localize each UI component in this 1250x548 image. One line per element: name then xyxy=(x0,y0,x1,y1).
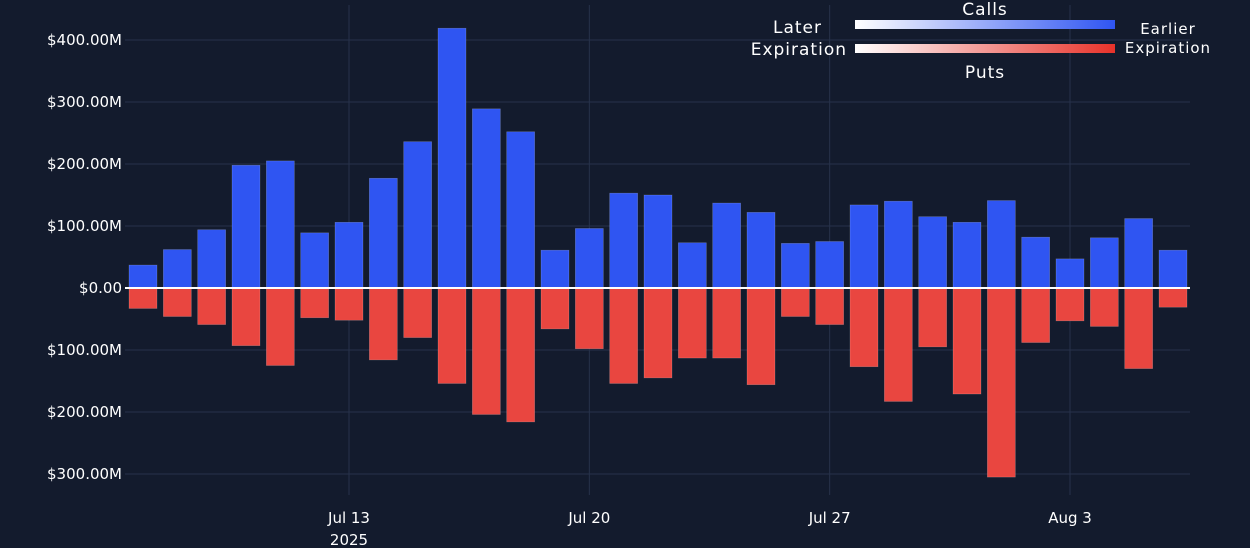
calls-bar xyxy=(1158,249,1188,289)
legend-earlier-label: Earlier xyxy=(1140,20,1196,38)
legend-puts-label: Puts xyxy=(965,63,1005,83)
legend-earlier-expiration-label: Expiration xyxy=(1125,39,1211,57)
y-tick-label: $0.00 xyxy=(79,279,122,297)
calls-bar xyxy=(369,177,398,289)
y-axis: $400.00M $300.00M $200.00M $100.00M $0.00 $10… xyxy=(47,31,122,483)
puts-bar xyxy=(334,287,364,321)
puts-bar xyxy=(1055,287,1085,322)
y-tick-label: $300.00M xyxy=(47,465,122,483)
puts-bar xyxy=(506,287,535,423)
legend-puts-gradient-bar xyxy=(855,44,1115,53)
puts-bar xyxy=(987,287,1016,478)
legend-later-expiration-label: Expiration xyxy=(751,40,847,60)
calls-bar xyxy=(334,221,364,289)
puts-bar xyxy=(918,287,947,348)
legend-calls-label: Calls xyxy=(962,0,1008,20)
puts-bar xyxy=(849,287,879,368)
puts-bar xyxy=(575,287,604,350)
legend-calls-gradient-bar xyxy=(855,20,1115,29)
calls-bar xyxy=(918,216,947,289)
puts-bar xyxy=(884,287,913,402)
calls-bar xyxy=(746,212,776,289)
bars-group xyxy=(128,27,1188,478)
calls-bar xyxy=(987,200,1016,289)
calls-bar xyxy=(884,200,913,289)
y-tick-label: $100.00M xyxy=(47,341,122,359)
puts-bar xyxy=(163,287,192,317)
calls-bar xyxy=(1055,258,1085,289)
y-tick-label: $200.00M xyxy=(47,155,122,173)
calls-bar xyxy=(1124,218,1153,289)
puts-bar xyxy=(197,287,226,325)
calls-bar xyxy=(781,243,810,289)
calls-bar xyxy=(609,192,638,289)
puts-bar xyxy=(643,287,673,379)
x-tick-label: Jul 13 xyxy=(327,509,370,527)
legend: Calls Puts Later Expiration Earlier Expi… xyxy=(751,0,1211,83)
y-tick-label: $300.00M xyxy=(47,93,122,111)
x-axis-year-label: 2025 xyxy=(330,531,368,548)
y-tick-label: $100.00M xyxy=(47,217,122,235)
calls-bar xyxy=(472,108,501,289)
puts-bar xyxy=(815,287,844,325)
puts-bar xyxy=(952,287,982,395)
x-tick-label: Aug 3 xyxy=(1048,509,1092,527)
calls-bar xyxy=(712,202,741,289)
puts-bar xyxy=(540,287,570,330)
x-tick-label: Jul 20 xyxy=(567,509,610,527)
calls-bar xyxy=(128,264,158,289)
puts-bar xyxy=(781,287,810,317)
puts-bar xyxy=(1021,287,1050,343)
calls-bar xyxy=(849,204,879,289)
puts-bar xyxy=(678,287,707,359)
legend-later-label: Later xyxy=(773,18,822,38)
y-tick-label: $200.00M xyxy=(47,403,122,421)
calls-bar xyxy=(952,221,982,289)
calls-bar xyxy=(266,160,295,289)
puts-bar xyxy=(369,287,398,361)
x-axis: 2025 Jul 13 Jul 20 Jul 27 Aug 3 xyxy=(327,509,1092,548)
calls-bar xyxy=(678,242,707,289)
calls-bar xyxy=(403,141,432,289)
calls-bar xyxy=(643,194,673,289)
calls-bar xyxy=(231,164,261,289)
calls-bar xyxy=(300,232,329,289)
calls-bar xyxy=(815,241,844,289)
puts-bar xyxy=(712,287,741,359)
puts-bar xyxy=(437,287,467,384)
puts-bar xyxy=(746,287,776,386)
puts-bar xyxy=(403,287,432,338)
y-tick-label: $400.00M xyxy=(47,31,122,49)
puts-bar xyxy=(472,287,501,415)
puts-bar xyxy=(231,287,261,346)
puts-bar xyxy=(1124,287,1153,369)
calls-bar xyxy=(1090,237,1119,289)
calls-bar xyxy=(1021,236,1050,289)
puts-bar xyxy=(1090,287,1119,327)
calls-bar xyxy=(163,249,192,289)
x-tick-label: Jul 27 xyxy=(808,509,851,527)
calls-bar xyxy=(575,228,604,289)
calls-bar xyxy=(437,27,467,289)
calls-bar xyxy=(506,131,535,289)
puts-bar xyxy=(266,287,295,366)
calls-bar xyxy=(540,249,570,289)
puts-bar xyxy=(300,287,329,319)
calls-bar xyxy=(197,229,226,289)
puts-bar xyxy=(1158,287,1188,308)
puts-bar xyxy=(128,287,158,309)
puts-bar xyxy=(609,287,638,384)
